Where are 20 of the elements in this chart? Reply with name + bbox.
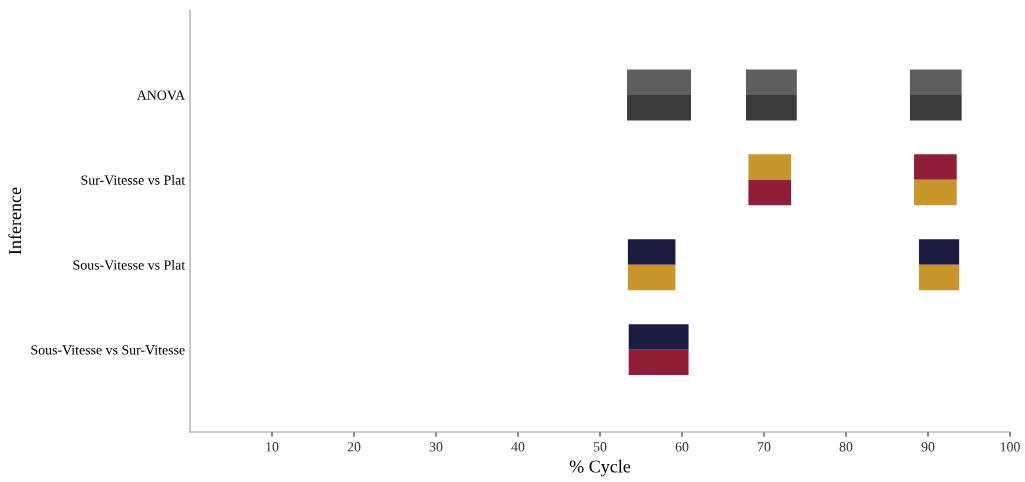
bar <box>628 324 689 350</box>
y-axis-title: Inference <box>8 187 22 255</box>
x-tick-label: 80 <box>839 442 853 452</box>
y-tick-label: ANOVA <box>136 90 186 100</box>
x-tick-label: 40 <box>511 442 525 452</box>
y-tick-label: Sur-Vitesse vs Plat <box>81 175 186 185</box>
x-tick-label: 30 <box>429 442 443 452</box>
x-tick-label: 100 <box>1000 442 1020 452</box>
x-tick-label: 90 <box>921 442 935 452</box>
x-tick-label: 10 <box>266 442 279 452</box>
x-tick-label: 50 <box>593 442 607 452</box>
x-axis-title: % Cycle <box>569 459 631 477</box>
bar <box>627 239 676 265</box>
x-tick-label: 60 <box>675 442 689 452</box>
y-tick-label: Sous-Vitesse vs Sur-Vitesse <box>31 345 185 355</box>
x-tick-label: 20 <box>347 442 361 452</box>
y-tick-label: Sous-Vitesse vs Plat <box>73 259 186 270</box>
x-tick-label: 70 <box>757 442 771 452</box>
bar <box>918 264 960 291</box>
bar <box>914 179 957 206</box>
